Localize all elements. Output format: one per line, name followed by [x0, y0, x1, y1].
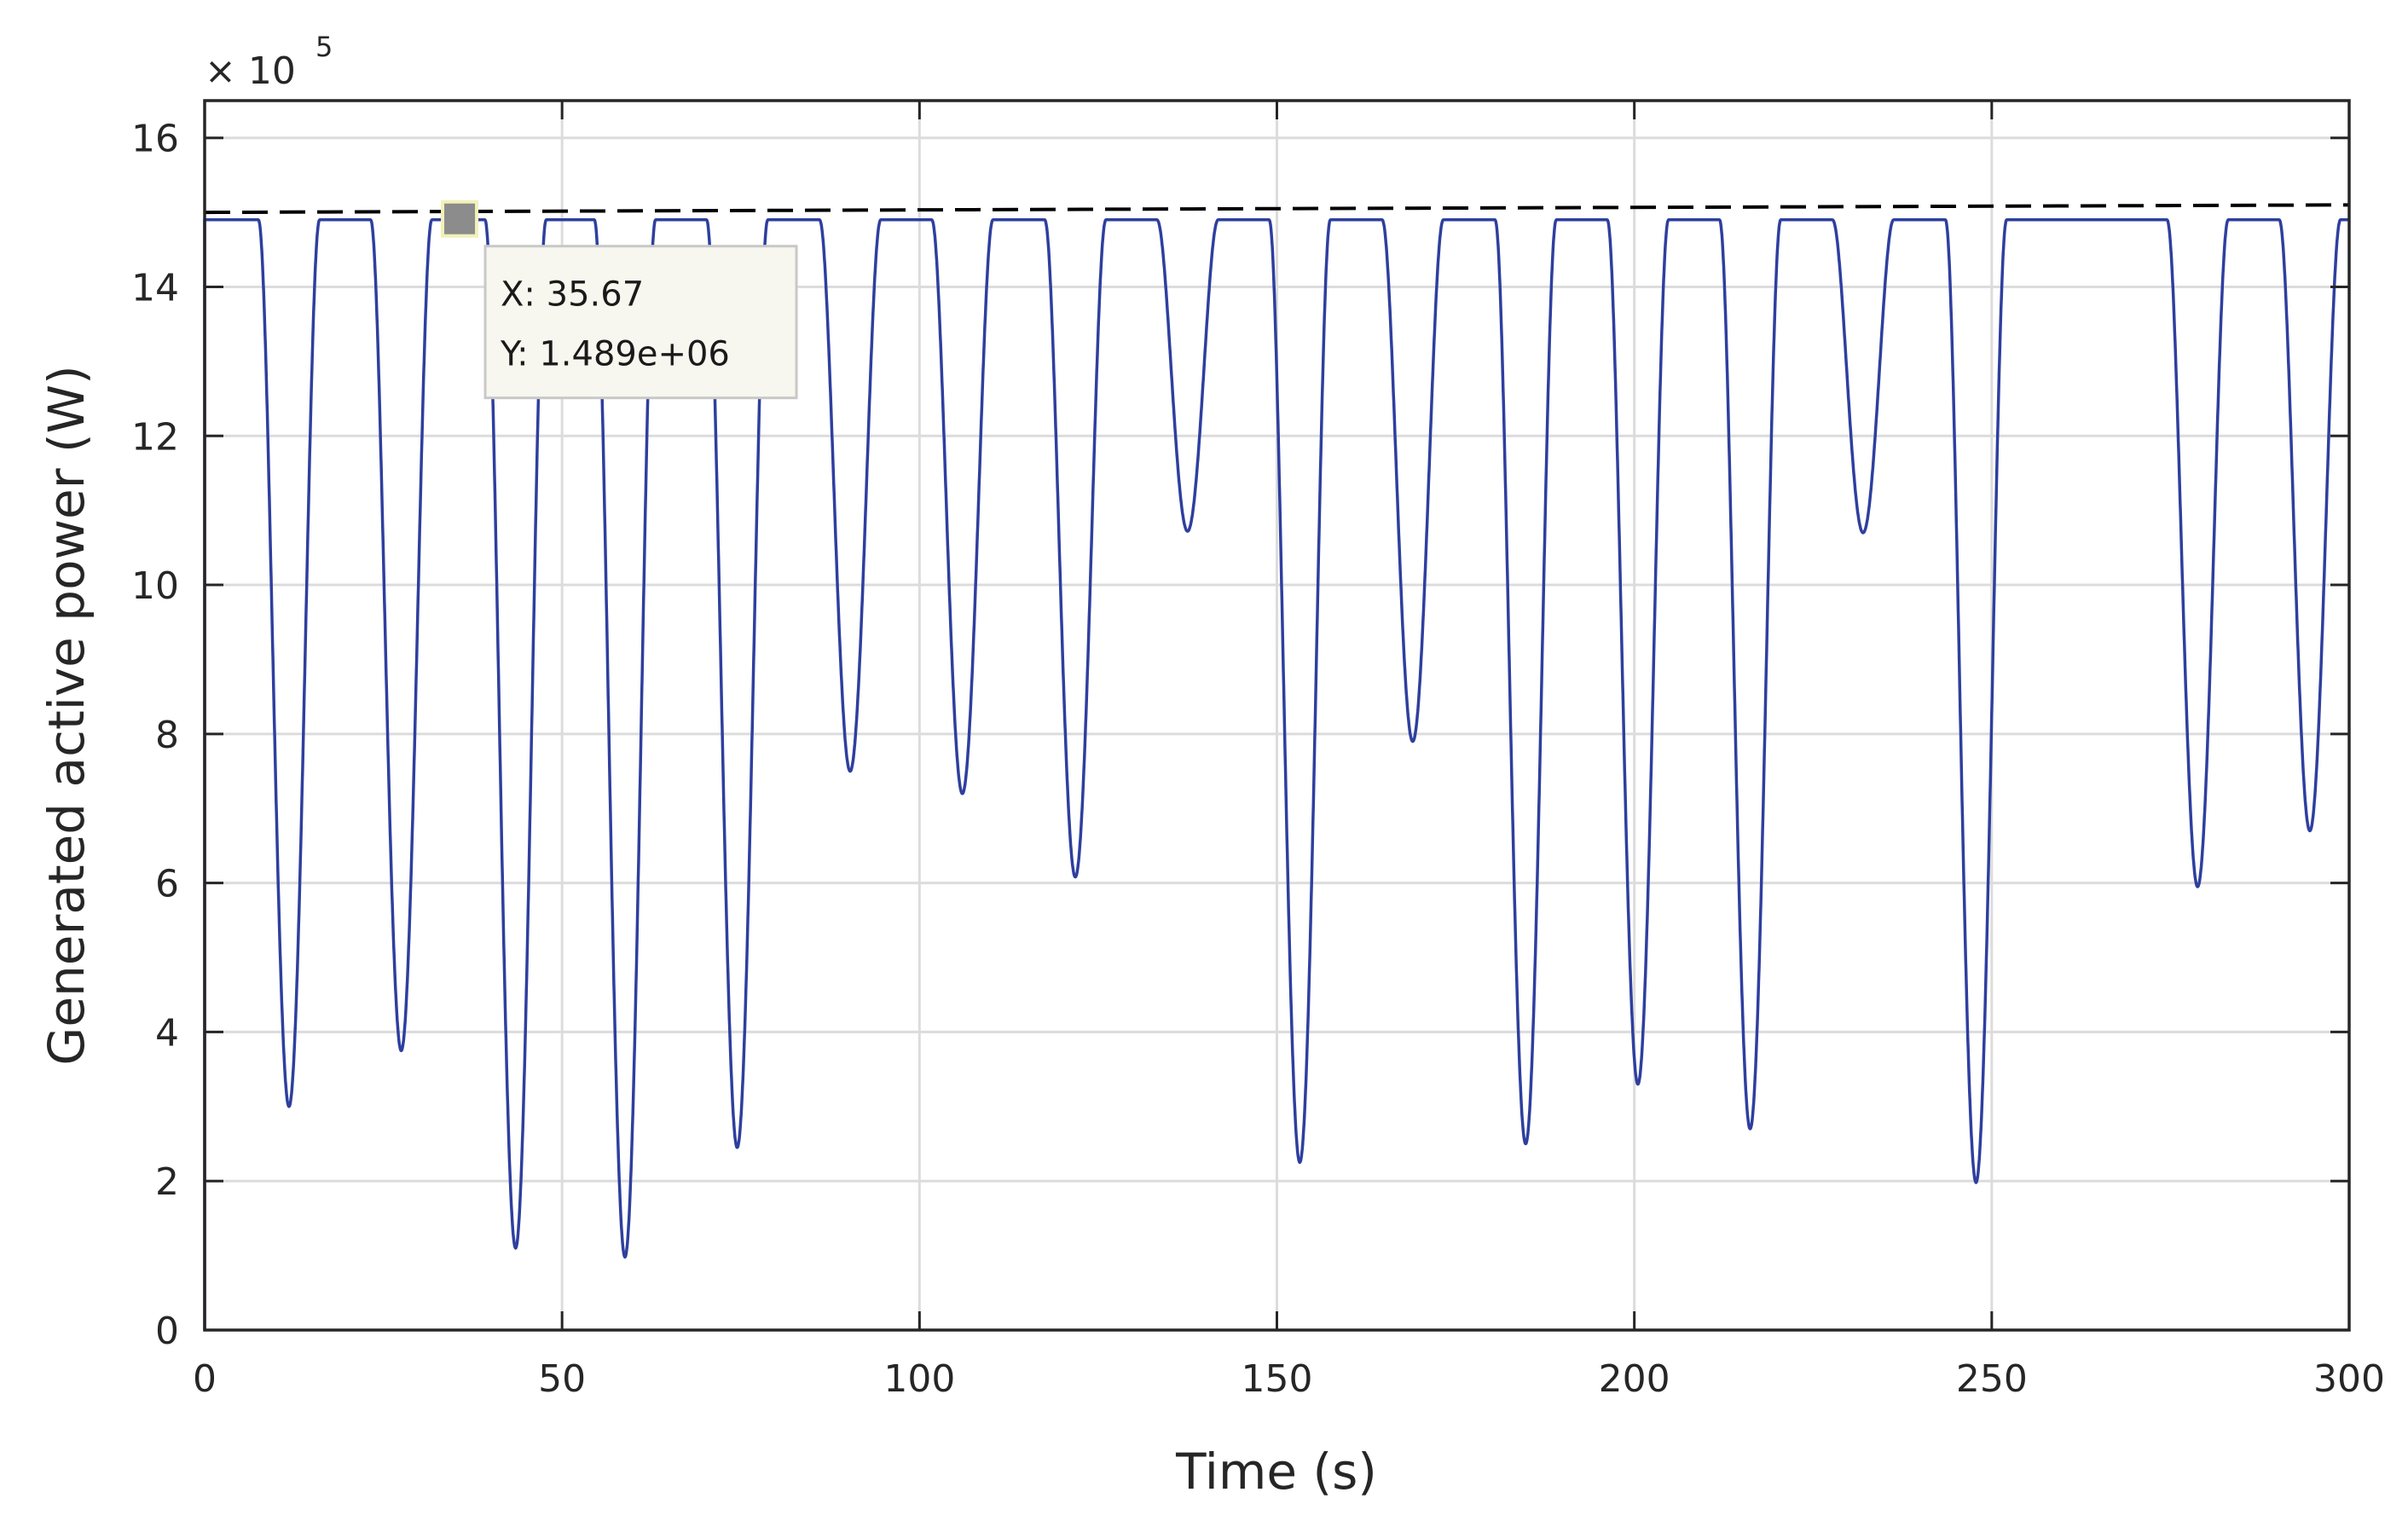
datatip-y-text: Y: 1.489e+06: [500, 335, 730, 374]
series-layer: [203, 203, 2351, 1330]
y-axis-title: Generated active power (W): [38, 365, 96, 1065]
y-tick-label: 16: [131, 118, 179, 161]
x-tick-label: 50: [538, 1357, 586, 1401]
y-tick-label: 0: [155, 1310, 179, 1353]
x-tick-label: 100: [883, 1357, 955, 1401]
y-tick-label: 8: [155, 714, 179, 757]
y-tick-label: 10: [131, 564, 179, 608]
x-tick-label: 150: [1242, 1357, 1313, 1401]
x-tick-label: 0: [193, 1357, 217, 1401]
x-tick-labels: 0 50 100 150 200 250 300: [193, 1357, 2385, 1401]
datatip[interactable]: X: 35.67 Y: 1.489e+06: [441, 200, 798, 400]
y-tick-label: 2: [155, 1160, 179, 1204]
y-tick-label: 14: [131, 266, 179, 309]
x-axis-title: Time (s): [1175, 1443, 1377, 1501]
reference-dashed-line: [204, 203, 2350, 215]
y-tick-label: 12: [131, 415, 179, 459]
datatip-box: [483, 245, 798, 400]
y-tick-label: 6: [155, 863, 179, 906]
y-tick-label: 4: [155, 1011, 179, 1055]
datatip-x-text: X: 35.67: [501, 275, 644, 315]
x-tick-label: 250: [1956, 1357, 2028, 1401]
y-multiplier-exponent: 5: [315, 31, 333, 63]
y-tick-labels: 0 2 4 6 8 10 12 14 16: [131, 118, 179, 1353]
tick-marks: [203, 101, 2351, 1332]
x-tick-label: 200: [1599, 1357, 1670, 1401]
datatip-marker[interactable]: [441, 200, 479, 238]
x-tick-label: 300: [2313, 1357, 2385, 1401]
y-multiplier-label: × 10: [205, 49, 296, 93]
power-line: [203, 218, 2351, 1330]
